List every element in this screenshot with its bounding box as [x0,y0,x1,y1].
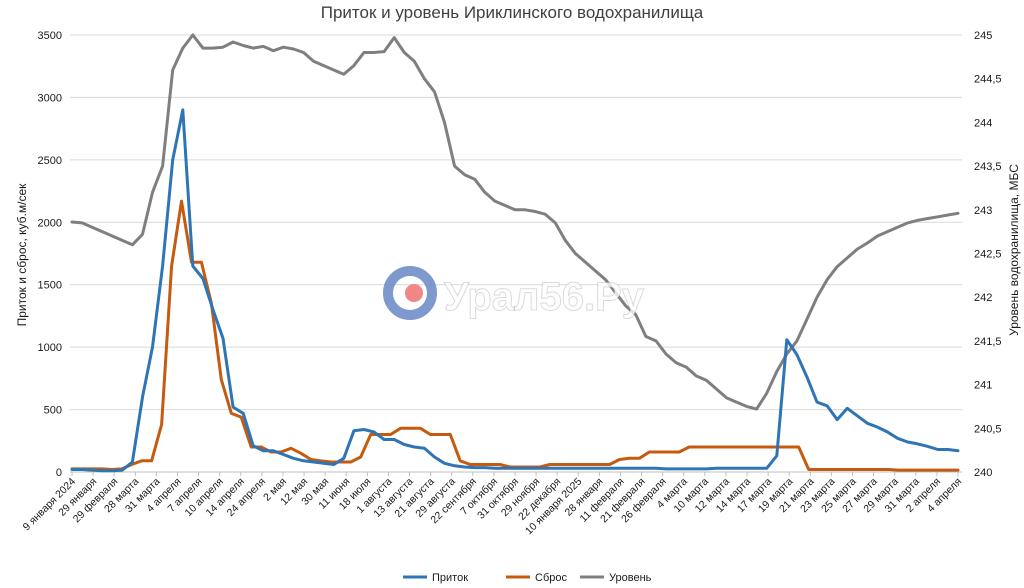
watermark-text: Урал56.Ру [444,275,645,319]
left-y-tick-label: 1500 [38,280,62,292]
right-y-tick-label: 240,5 [974,423,1002,435]
right-y-axis-label: Уровень водохранилища, МБС [1007,164,1021,336]
right-y-tick-label: 242,5 [974,249,1002,261]
watermark-ring-icon [383,266,437,320]
series-lines [70,33,960,473]
legend: Приток Сброс Уровень [403,572,652,584]
right-y-tick-label: 244,5 [974,74,1002,86]
right-y-tick-label: 241 [974,380,992,392]
right-y-tick-label: 244 [974,117,992,129]
left-y-tick-label: 1000 [38,342,62,354]
right-y-tick-label: 242 [974,292,992,304]
series-line-level [70,33,960,411]
left-y-tick-label: 2000 [38,217,62,229]
right-y-axis-ticks: 240 240,5 241 241,5 242 242,5 243 243,5 244 244,5… [974,30,1002,479]
chart-title: Приток и уровень Ириклинского водохранил… [321,3,704,22]
left-y-tick-label: 3000 [38,92,62,104]
left-y-axis-ticks: 0 500 1000 1500 2000 2500 3000 3500 [38,30,62,479]
left-y-tick-label: 0 [56,467,62,479]
gridlines [70,34,962,473]
left-y-tick-label: 500 [44,405,62,417]
left-y-tick-label: 3500 [38,30,62,42]
right-y-tick-label: 240 [974,467,992,479]
right-y-tick-label: 241,5 [974,336,1002,348]
right-y-tick-label: 245 [974,30,992,42]
series-line-discharge [70,199,960,472]
watermark-logo: Урал56.Ру [383,266,645,320]
legend-label: Приток [432,572,468,584]
series-line-inflow [70,108,960,473]
legend-label: Сброс [535,572,567,584]
left-y-tick-label: 2500 [38,155,62,167]
legend-label: Уровень [609,572,652,584]
left-y-axis-label: Приток и сброс, куб.м/сек [15,183,29,327]
right-y-tick-label: 243 [974,205,992,217]
watermark-dot-icon [405,284,423,302]
right-y-tick-label: 243,5 [974,161,1002,173]
